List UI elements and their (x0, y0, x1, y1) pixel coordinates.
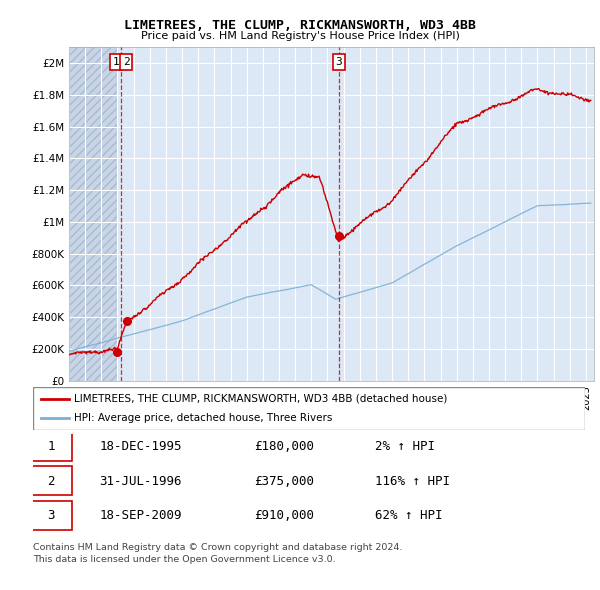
Text: 2% ↑ HPI: 2% ↑ HPI (375, 440, 435, 453)
FancyBboxPatch shape (30, 466, 71, 496)
Text: 62% ↑ HPI: 62% ↑ HPI (375, 509, 443, 522)
Text: £375,000: £375,000 (254, 474, 314, 487)
Text: 3: 3 (47, 509, 55, 522)
Text: 116% ↑ HPI: 116% ↑ HPI (375, 474, 450, 487)
Text: LIMETREES, THE CLUMP, RICKMANSWORTH, WD3 4BB (detached house): LIMETREES, THE CLUMP, RICKMANSWORTH, WD3… (74, 394, 448, 404)
FancyBboxPatch shape (33, 387, 585, 430)
Text: 2: 2 (123, 57, 130, 67)
FancyBboxPatch shape (30, 432, 71, 461)
Text: 2: 2 (47, 474, 55, 487)
Text: 31-JUL-1996: 31-JUL-1996 (99, 474, 182, 487)
Text: £910,000: £910,000 (254, 509, 314, 522)
Text: This data is licensed under the Open Government Licence v3.0.: This data is licensed under the Open Gov… (33, 555, 335, 563)
FancyBboxPatch shape (30, 501, 71, 530)
Text: £180,000: £180,000 (254, 440, 314, 453)
Text: 18-SEP-2009: 18-SEP-2009 (99, 509, 182, 522)
Bar (69, 47, 117, 381)
Text: Price paid vs. HM Land Registry's House Price Index (HPI): Price paid vs. HM Land Registry's House … (140, 31, 460, 41)
Text: 1: 1 (112, 57, 119, 67)
Text: 18-DEC-1995: 18-DEC-1995 (99, 440, 182, 453)
Text: LIMETREES, THE CLUMP, RICKMANSWORTH, WD3 4BB: LIMETREES, THE CLUMP, RICKMANSWORTH, WD3… (124, 19, 476, 32)
Text: 3: 3 (336, 57, 343, 67)
Text: 1: 1 (47, 440, 55, 453)
Text: HPI: Average price, detached house, Three Rivers: HPI: Average price, detached house, Thre… (74, 413, 333, 423)
Text: Contains HM Land Registry data © Crown copyright and database right 2024.: Contains HM Land Registry data © Crown c… (33, 543, 403, 552)
